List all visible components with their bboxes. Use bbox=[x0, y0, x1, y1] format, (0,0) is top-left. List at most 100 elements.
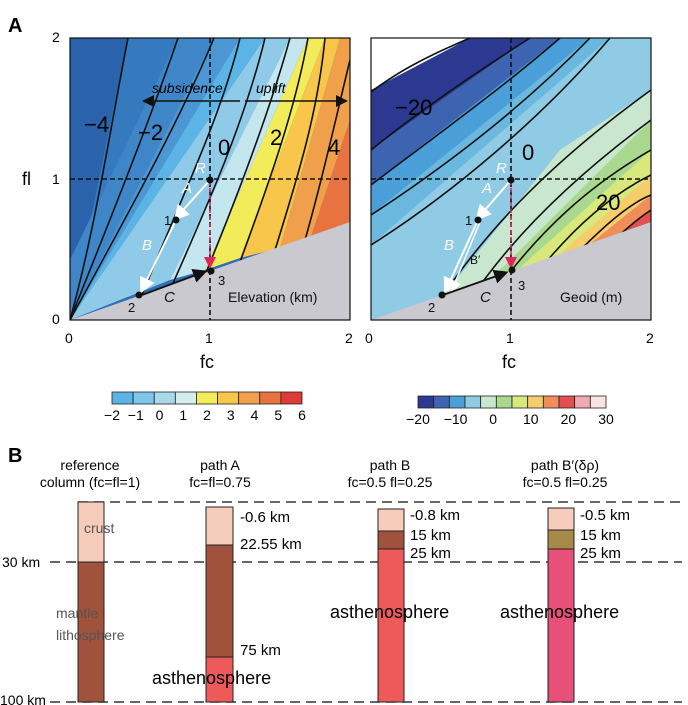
left-x-tick-2: 2 bbox=[345, 330, 353, 346]
colorbar-swatch bbox=[153, 391, 176, 405]
pathb-title-2: fc=0.5 fl=0.25 bbox=[348, 474, 433, 490]
right-point-1: 1 bbox=[465, 213, 472, 228]
pathbp-title-1: path B′(δρ) bbox=[531, 457, 599, 473]
contour-label-m4: −4 bbox=[84, 112, 109, 137]
right-x-tick-0: 0 bbox=[365, 330, 373, 346]
colorbar-swatch bbox=[280, 391, 303, 405]
colorbar-swatch bbox=[574, 395, 591, 409]
left-point-3: 3 bbox=[218, 273, 225, 288]
left-point-2: 2 bbox=[128, 300, 135, 315]
ref-crust-label: crust bbox=[84, 520, 114, 536]
colorbar-swatch bbox=[464, 395, 482, 409]
geoid-colorbar: −20 −10 0 10 20 30 bbox=[406, 395, 614, 427]
ref-title-1: reference bbox=[60, 457, 119, 473]
colorbar-swatch bbox=[238, 391, 261, 405]
right-point-2: 2 bbox=[428, 300, 435, 315]
colorbar-swatch bbox=[511, 395, 529, 409]
pathbp-asthenosphere: asthenosphere bbox=[500, 602, 619, 622]
patha-title-2: fc=fl=0.75 bbox=[189, 474, 251, 490]
geoid-contour-label-m20: −20 bbox=[395, 95, 432, 120]
colorbar-swatch bbox=[495, 395, 513, 409]
contour-label-4: 4 bbox=[328, 135, 340, 160]
right-x-axis-label: fc bbox=[502, 352, 516, 372]
right-x-tick-2: 2 bbox=[646, 330, 654, 346]
colorbar-swatch bbox=[174, 391, 197, 405]
colorbar-tick-label: −1 bbox=[128, 407, 144, 423]
colorbar-tick-label: 5 bbox=[274, 407, 282, 423]
colorbar-tick-label: 6 bbox=[298, 407, 306, 423]
ref-lithosphere-label: lithosphere bbox=[56, 627, 125, 643]
uplift-label: uplift bbox=[256, 80, 287, 96]
y-axis-label: fl bbox=[22, 169, 31, 189]
pathbp-depth-crust: 15 km bbox=[580, 527, 621, 544]
elevation-contour-plot bbox=[70, 38, 350, 320]
colorbar-swatch bbox=[417, 395, 435, 409]
patha-depth-crust: 22.55 km bbox=[240, 536, 302, 553]
ref-mantle-label: mantle bbox=[56, 605, 98, 621]
right-path-a: A bbox=[481, 180, 492, 197]
colorbar-tick-label: −2 bbox=[104, 407, 120, 423]
right-point-3: 3 bbox=[518, 278, 525, 293]
colorbar-tick-label: 0 bbox=[156, 407, 164, 423]
subsidence-label: subsidence bbox=[152, 80, 223, 96]
geoid-contour-label-20: 20 bbox=[596, 190, 620, 215]
colorbar-swatch bbox=[589, 395, 607, 409]
colorbar-tick-label: 10 bbox=[523, 411, 539, 427]
colorbar-swatch bbox=[527, 395, 544, 409]
colorbar-tick-label: 1 bbox=[179, 407, 187, 423]
right-path-c: C bbox=[480, 289, 491, 306]
colorbar-swatch bbox=[558, 395, 576, 409]
ref-title-2: column (fc=fl=1) bbox=[40, 474, 140, 490]
right-point-r: R bbox=[496, 160, 507, 177]
right-path-b-prime: B′ bbox=[470, 253, 481, 267]
y-tick-2: 2 bbox=[52, 29, 60, 45]
pathb-depth-lith: 25 km bbox=[410, 545, 451, 562]
pathbp-title-2: fc=0.5 fl=0.25 bbox=[523, 474, 608, 490]
elevation-caption: Elevation (km) bbox=[228, 289, 317, 305]
colorbar-swatch bbox=[480, 395, 497, 409]
colorbar-tick-label: 2 bbox=[203, 407, 211, 423]
left-x-tick-0: 0 bbox=[65, 330, 73, 346]
pathbp-depth-lith: 25 km bbox=[580, 545, 621, 562]
colorbar-swatch bbox=[111, 391, 134, 405]
pathb-depth-top: -0.8 km bbox=[410, 507, 460, 524]
y-tick-0: 0 bbox=[52, 311, 60, 327]
contour-label-2: 2 bbox=[270, 125, 282, 150]
left-x-tick-1: 1 bbox=[205, 330, 213, 346]
colorbar-tick-label: 20 bbox=[561, 411, 577, 427]
left-point-1: 1 bbox=[164, 213, 171, 228]
colorbar-swatch bbox=[196, 391, 218, 405]
pathb-depth-crust: 15 km bbox=[410, 527, 451, 544]
colorbar-swatch bbox=[217, 391, 240, 405]
left-x-axis-label: fc bbox=[200, 352, 214, 372]
elevation-colorbar: −2 −1 0 1 2 3 4 5 6 bbox=[104, 391, 306, 423]
depth-100km: 100 km bbox=[0, 692, 46, 705]
geoid-contour-label-0: 0 bbox=[522, 140, 534, 165]
colorbar-swatch bbox=[433, 395, 450, 409]
pathb-title-1: path B bbox=[370, 457, 410, 473]
contour-label-0: 0 bbox=[218, 135, 230, 160]
panel-a-label: A bbox=[8, 15, 22, 37]
left-path-c: C bbox=[164, 289, 175, 306]
right-path-b: B bbox=[444, 237, 454, 254]
geoid-caption: Geoid (m) bbox=[560, 289, 622, 305]
left-path-b: B bbox=[142, 237, 152, 254]
colorbar-tick-label: −10 bbox=[444, 411, 468, 427]
colorbar-tick-label: 0 bbox=[489, 411, 497, 427]
panel-b-label: B bbox=[8, 445, 22, 467]
y-tick-1: 1 bbox=[52, 171, 60, 187]
colorbar-swatch bbox=[259, 391, 282, 405]
colorbar-tick-label: 3 bbox=[227, 407, 235, 423]
patha-title-1: path A bbox=[200, 457, 240, 473]
colorbar-swatch bbox=[448, 395, 466, 409]
depth-30km: 30 km bbox=[2, 554, 40, 570]
colorbar-swatch bbox=[132, 391, 155, 405]
colorbar-tick-label: 30 bbox=[598, 411, 614, 427]
right-x-tick-1: 1 bbox=[506, 330, 514, 346]
patha-depth-lith: 75 km bbox=[240, 642, 281, 659]
pathbp-depth-top: -0.5 km bbox=[580, 507, 630, 524]
patha-depth-top: -0.6 km bbox=[240, 509, 290, 526]
left-point-r: R bbox=[195, 160, 206, 177]
colorbar-tick-label: 4 bbox=[251, 407, 259, 423]
